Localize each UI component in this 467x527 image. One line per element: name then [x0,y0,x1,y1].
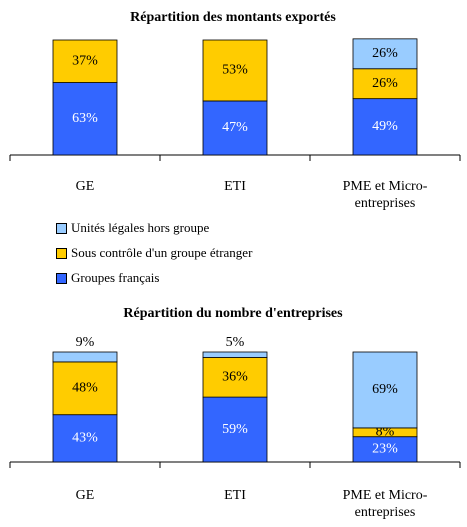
bar-segment [202,396,268,463]
x-tick-label: PME et Micro-entreprises [342,179,428,211]
bar-segment [352,351,418,429]
value-label: 48% [72,381,98,396]
legend-item: Sous contrôle d'un groupe étranger [56,245,252,261]
chart-title: Répartition des montants exportés [130,10,336,25]
value-label: 23% [372,442,398,457]
x-tick-label: GE [75,488,95,503]
value-label: 5% [226,335,245,350]
legend-label: Groupes français [71,270,160,285]
value-label: 53% [222,63,248,78]
bar-segment [52,82,118,156]
bar-segment [352,38,418,70]
legend-swatch [56,222,67,234]
value-label: 47% [222,120,248,135]
value-label: 59% [222,422,248,437]
value-label: 49% [372,119,398,134]
value-label: 26% [372,76,398,91]
bar-segment [202,357,268,398]
bar-segment [52,351,118,363]
bar-segment [52,414,118,463]
legend-item: Groupes français [56,270,159,286]
bar-segment [52,361,118,416]
value-label: 63% [72,111,98,126]
value-label: 69% [372,382,398,397]
x-tick-label: ETI [224,488,246,503]
value-label: 9% [76,335,95,350]
legend-swatch [56,272,67,284]
x-tick-label: ETI [224,179,246,194]
value-label: 36% [222,370,248,385]
bar-segment [202,39,268,102]
x-tick-label: PME et Micro-entreprises [342,488,428,520]
legend-label: Sous contrôle d'un groupe étranger [71,245,253,260]
bar-segment [352,436,418,463]
value-label: 26% [372,46,398,61]
legend-label: Unités légales hors groupe [71,220,210,235]
value-label: 37% [72,53,98,68]
x-tick-label: GE [75,179,95,194]
bar-segment [52,39,118,83]
legend-swatch [56,247,67,259]
chart-title: Répartition du nombre d'entreprises [123,306,343,321]
legend-item: Unités légales hors groupe [56,220,209,236]
value-label: 43% [72,431,98,446]
bar-segment [202,351,268,358]
